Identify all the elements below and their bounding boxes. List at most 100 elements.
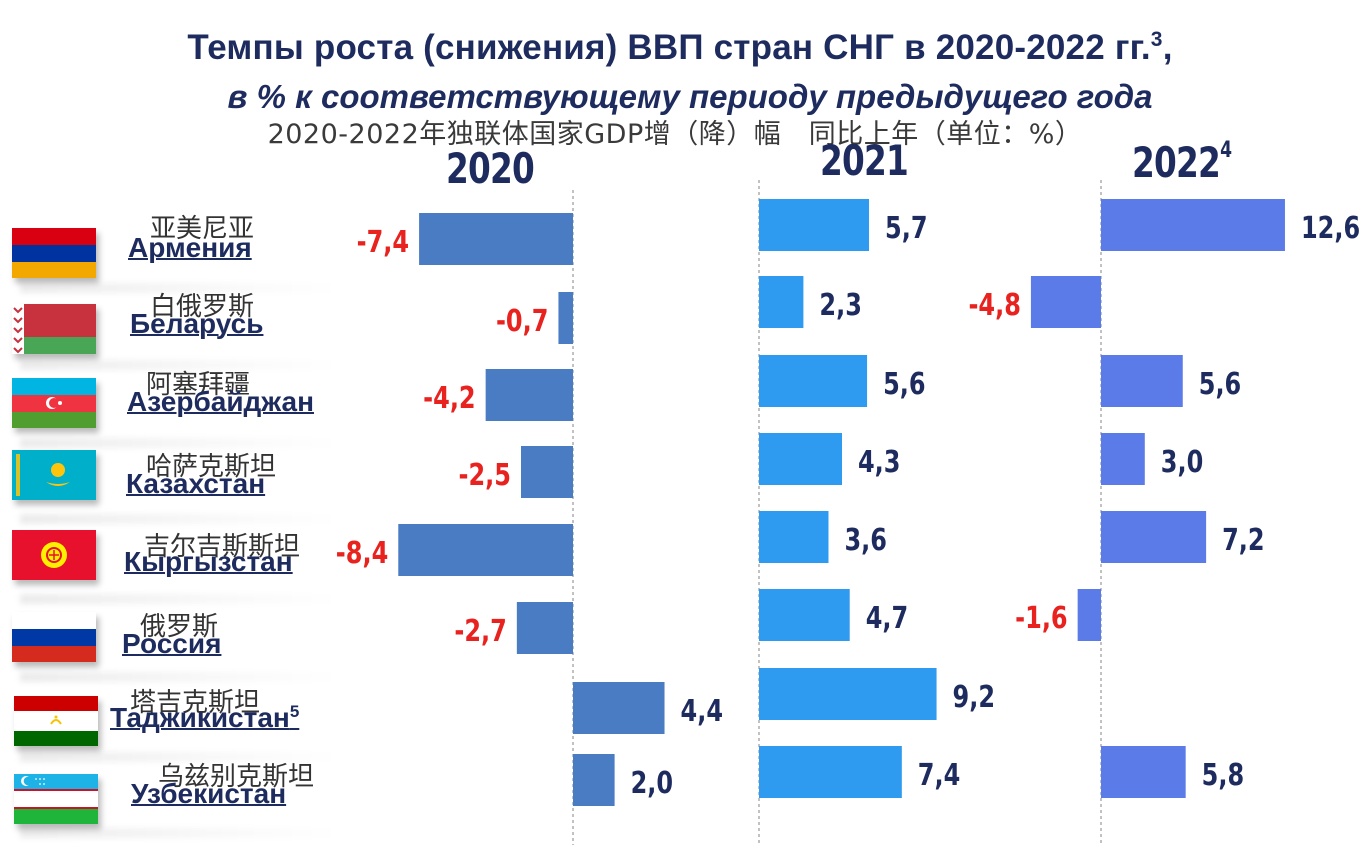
data-label-2022-1: 12,6 <box>1301 211 1360 245</box>
country-name-kazakhstan: Казахстан <box>126 468 266 499</box>
bar-2021-2 <box>759 276 804 328</box>
data-label-2021-2: 2,3 <box>819 288 862 322</box>
belarus-flag-icon <box>12 304 96 354</box>
uzbekistan-flag-icon <box>14 774 98 824</box>
country-name-cn-uzbekistan: 乌兹别克斯坦 <box>158 762 315 792</box>
data-label-2021-5: 3,6 <box>844 523 887 557</box>
azerbaijan-flag-icon <box>12 378 96 428</box>
data-label-2022-6: -1,6 <box>1015 601 1067 635</box>
bar-2022-5 <box>1101 511 1207 563</box>
bar-2021-7 <box>759 668 937 720</box>
row-shadow <box>20 594 340 604</box>
data-label-2021-1: 5,7 <box>885 211 928 245</box>
bar-2021-8 <box>759 746 902 798</box>
azerbaijan-flag-graphic <box>12 378 96 428</box>
bar-2022-8 <box>1101 746 1186 798</box>
bar-2022-6 <box>1077 589 1101 641</box>
data-label-2020-4: -2,5 <box>459 458 511 492</box>
panel-title-2021-text: 2021 <box>820 136 909 185</box>
data-label-2021-6: 4,7 <box>866 601 909 635</box>
country-name-cn-kyrgyzstan: 吉尔吉斯斯坦 <box>144 532 301 562</box>
country-name-kyrgyzstan: Кыргызстан <box>124 546 293 577</box>
chart-title-footnote: 3 <box>1150 28 1163 51</box>
country-name-cn-belarus: 白俄罗斯 <box>150 292 255 322</box>
country-name-cn-tajikistan: 塔吉克斯坦 <box>130 688 261 718</box>
country-name-cn-armenia: 亚美尼亚 <box>150 214 255 244</box>
kyrgyzstan-flag-icon <box>12 530 96 580</box>
data-label-2020-2: -0,7 <box>496 304 548 338</box>
country-name-cn-russia: 俄罗斯 <box>140 612 219 642</box>
uzbekistan-flag-graphic <box>14 774 98 824</box>
bar-2020-7 <box>573 682 665 734</box>
country-name-belarus: Беларусь <box>130 308 264 339</box>
row-shadow <box>20 752 340 762</box>
panel-title-2020-text: 2020 <box>446 144 535 193</box>
bar-2021-6 <box>759 589 850 641</box>
panel-title-2022-text: 2022 <box>1132 138 1221 187</box>
bar-2020-5 <box>398 524 573 576</box>
panel-title-2022-footnote: 4 <box>1220 138 1232 163</box>
bar-2021-4 <box>759 433 842 485</box>
data-label-2020-6: -2,7 <box>454 614 506 648</box>
data-label-2020-5: -8,4 <box>336 536 388 570</box>
country-name-tajikistan: Таджикистан5 <box>110 702 299 734</box>
country-name-uzbekistan: Узбекистан <box>131 778 287 809</box>
bar-2020-6 <box>516 602 573 654</box>
bar-2022-4 <box>1101 433 1145 485</box>
country-name-cn-kazakhstan: 哈萨克斯坦 <box>146 452 277 482</box>
data-label-2020-3: -4,2 <box>423 381 475 415</box>
data-label-2020-1: -7,4 <box>357 225 409 259</box>
bar-2022-2 <box>1030 276 1101 328</box>
bar-2022-3 <box>1101 355 1183 407</box>
chart-title: Темпы роста (снижения) ВВП стран СНГ в 2… <box>0 28 1360 68</box>
armenia-flag-icon <box>12 228 96 278</box>
chart-title-comma: , <box>1162 28 1173 67</box>
country-name-armenia: Армения <box>128 232 252 263</box>
tajikistan-flag-graphic <box>14 696 98 746</box>
country-name-azerbaijan: Азербайджан <box>127 386 314 417</box>
data-label-2022-3: 5,6 <box>1199 367 1242 401</box>
data-label-2021-7: 9,2 <box>953 680 996 714</box>
row-shadow <box>20 360 340 370</box>
russia-flag-graphic <box>12 612 96 662</box>
data-label-2021-3: 5,6 <box>883 367 926 401</box>
bar-2021-3 <box>759 355 868 407</box>
belarus-flag-graphic <box>12 304 96 354</box>
bar-2020-8 <box>573 754 615 806</box>
data-label-2022-4: 3,0 <box>1161 445 1204 479</box>
country-name-cn-azerbaijan: 阿塞拜疆 <box>146 370 251 400</box>
panel-title-2021: 2021 <box>820 136 909 185</box>
row-shadow <box>20 438 340 448</box>
armenia-flag-graphic <box>12 228 96 278</box>
data-label-2020-7: 4,4 <box>681 694 724 728</box>
bar-2021-1 <box>759 199 870 251</box>
data-label-2021-8: 7,4 <box>918 758 961 792</box>
tajikistan-flag-icon <box>14 696 98 746</box>
kyrgyzstan-flag-graphic <box>12 530 96 580</box>
row-shadow <box>20 283 340 293</box>
data-label-2021-4: 4,3 <box>858 445 901 479</box>
bar-2020-1 <box>419 213 573 265</box>
kazakhstan-flag-graphic <box>12 450 96 500</box>
country-name-tajikistan-footnote: 5 <box>289 702 300 721</box>
russia-flag-icon <box>12 612 96 662</box>
row-shadow <box>20 672 340 682</box>
panel-title-2020: 2020 <box>446 144 535 193</box>
row-shadow <box>20 828 340 838</box>
bar-2020-2 <box>558 292 573 344</box>
chart-subtitle-chinese: 2020-2022年独联体国家GDP增（降）幅 同比上年（单位：%） <box>267 119 1083 150</box>
row-shadow <box>20 514 340 524</box>
chart-subtitle: в % к соответствующему периоду предыдуще… <box>227 78 1153 115</box>
panel-title-2022: 20224 <box>1132 138 1232 187</box>
data-label-2022-2: -4,8 <box>968 288 1020 322</box>
country-name-russia: Россия <box>122 628 222 659</box>
chart-title-text: Темпы роста (снижения) ВВП стран СНГ в 2… <box>187 28 1151 67</box>
bar-2021-5 <box>759 511 829 563</box>
data-label-2020-8: 2,0 <box>631 766 674 800</box>
bar-2020-4 <box>521 446 573 498</box>
data-label-2022-5: 7,2 <box>1222 523 1265 557</box>
data-label-2022-8: 5,8 <box>1202 758 1245 792</box>
kazakhstan-flag-icon <box>12 450 96 500</box>
bar-2022-1 <box>1101 199 1285 251</box>
